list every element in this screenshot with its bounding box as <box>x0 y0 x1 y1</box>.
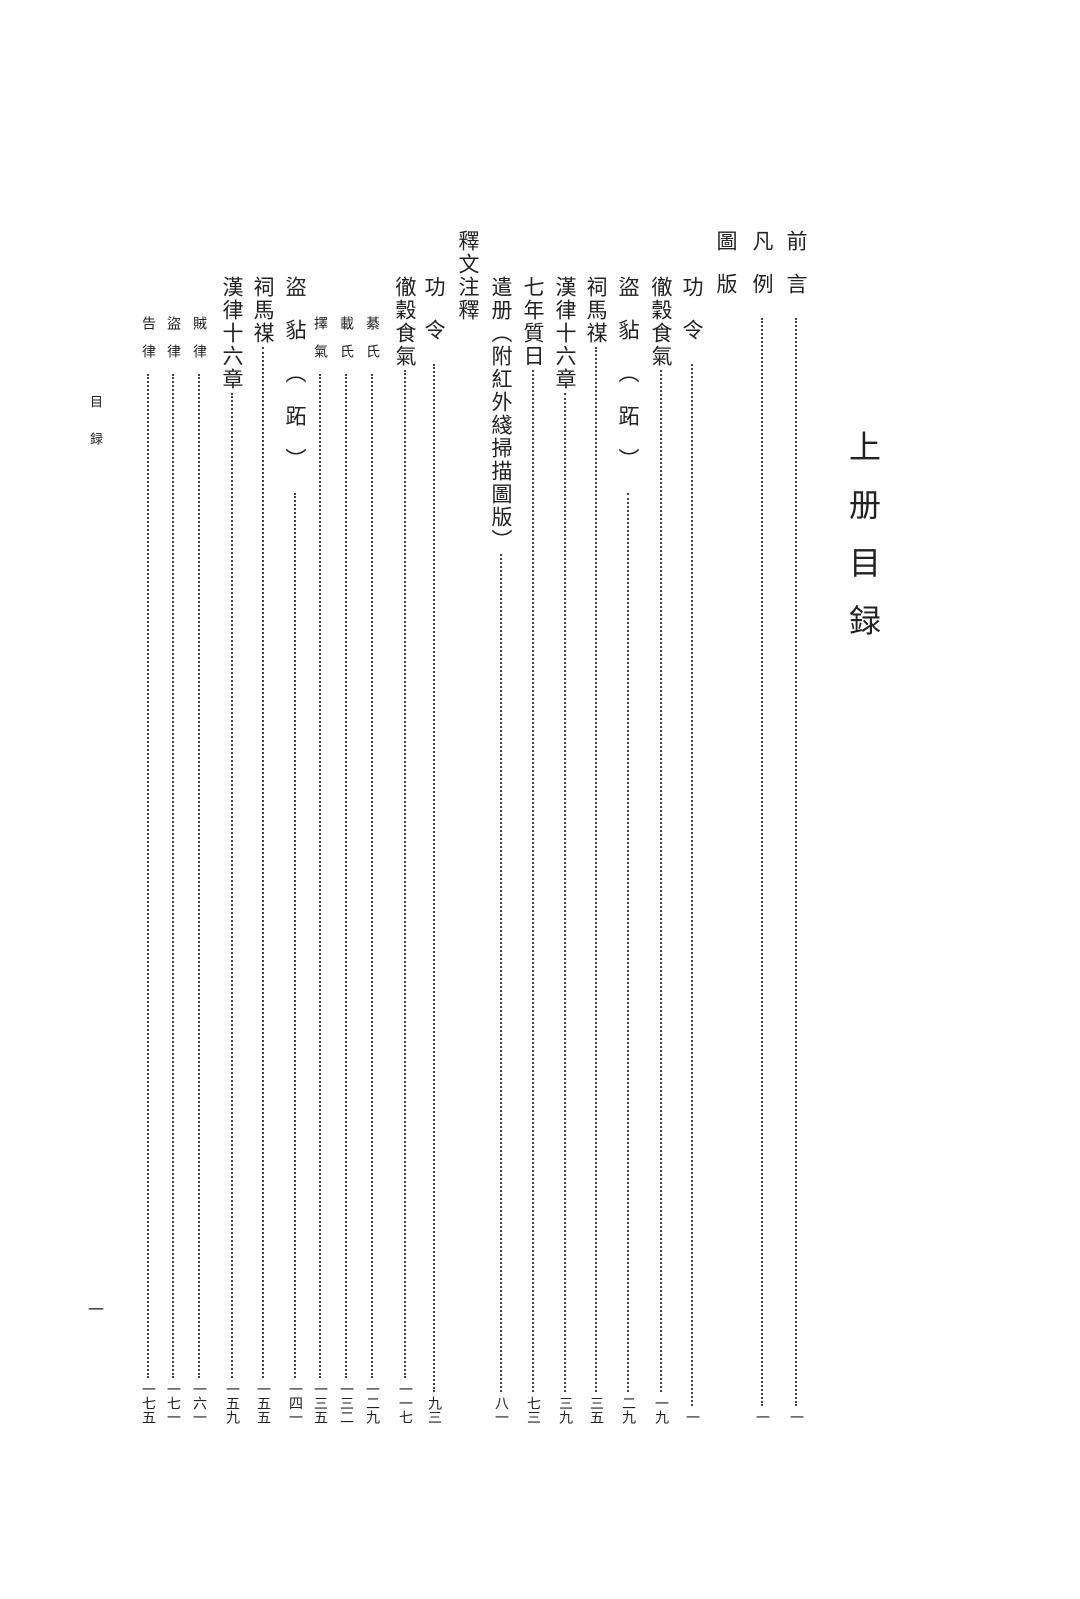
dot-leader <box>433 364 435 1392</box>
entry-title: 功令 <box>422 276 446 362</box>
dot-leader <box>345 374 347 1378</box>
dot-leader <box>627 493 629 1392</box>
entry-page: 一一七 <box>397 1382 413 1424</box>
dot-leader <box>404 370 406 1378</box>
dot-leader <box>147 374 149 1378</box>
toc-entry[interactable]: 前言一 <box>784 230 808 1424</box>
toc-entry[interactable]: 載氏 一三二 <box>338 316 354 1424</box>
dot-leader <box>294 493 296 1378</box>
entry-title: 釋文注釋 <box>456 230 480 322</box>
entry-page: 一四一 <box>287 1382 303 1424</box>
toc-entry[interactable]: 祠馬禖 一五五 <box>251 276 275 1424</box>
dot-leader <box>564 393 566 1392</box>
entry-page: 一五九 <box>224 1382 240 1424</box>
toc-entry[interactable]: 盜𧲸（跖） 二九 <box>616 276 640 1424</box>
toc-entry[interactable]: 綦氏 一二九 <box>364 316 380 1424</box>
toc-entry[interactable]: 徹穀食氣 一九 <box>649 276 673 1424</box>
dot-leader <box>172 374 174 1378</box>
dot-leader <box>319 374 321 1378</box>
dot-leader <box>198 374 200 1378</box>
page-title: 上册目録 <box>844 430 882 662</box>
entry-page: 九三 <box>426 1396 442 1424</box>
dot-leader <box>660 370 662 1392</box>
toc-entry[interactable]: 七年質日 七三 <box>521 276 545 1424</box>
entry-page: 一九 <box>653 1396 669 1424</box>
running-header: 目録 <box>87 395 102 469</box>
entry-page: 七三 <box>525 1396 541 1424</box>
toc-entry[interactable]: 圖版 <box>714 230 738 316</box>
entry-title: 漢律十六章 <box>553 276 577 391</box>
toc-entry[interactable]: 凡例一 <box>750 230 774 1424</box>
entry-page: 一二九 <box>364 1382 380 1424</box>
toc-entry[interactable]: 盜𧲸（跖） 一四一 <box>283 276 307 1424</box>
entry-title: 徹穀食氣 <box>649 276 673 368</box>
dot-leader <box>795 318 797 1406</box>
entry-title: 賊律 <box>191 316 207 372</box>
entry-page: 一七一 <box>165 1382 181 1424</box>
entry-title: 漢律十六章 <box>220 276 244 391</box>
dot-leader <box>262 347 264 1378</box>
entry-title: 遣册（附紅外綫掃描圖版） <box>489 276 513 552</box>
dot-leader <box>231 393 233 1378</box>
entry-title: 盜𧲸（跖） <box>616 276 640 491</box>
entry-title: 圖版 <box>714 230 738 316</box>
dot-leader <box>761 318 763 1406</box>
entry-title: 盜𧲸（跖） <box>283 276 307 491</box>
page-number: 一 <box>88 1300 105 1319</box>
entry-page: 三五 <box>588 1396 604 1424</box>
toc-entry[interactable]: 漢律十六章 三九 <box>553 276 577 1424</box>
entry-title: 祠馬禖 <box>251 276 275 345</box>
toc-entry[interactable]: 告律 一七五 <box>140 316 156 1424</box>
entry-page: 一三五 <box>312 1382 328 1424</box>
entry-title: 祠馬禖 <box>584 276 608 345</box>
entry-page: 一 <box>788 1410 804 1424</box>
toc-entry[interactable]: 功令 九三 <box>422 276 446 1424</box>
entry-page: 一 <box>684 1410 700 1424</box>
dot-leader <box>595 347 597 1392</box>
toc-entry[interactable]: 釋文注釋 <box>456 230 480 322</box>
toc-entry[interactable]: 漢律十六章 一五九 <box>220 276 244 1424</box>
entry-title: 凡例 <box>750 230 774 316</box>
entry-page: 一七五 <box>140 1382 156 1424</box>
entry-title: 前言 <box>784 230 808 316</box>
entry-page: 一五五 <box>255 1382 271 1424</box>
entry-title: 功令 <box>680 276 704 362</box>
entry-title: 盜律 <box>165 316 181 372</box>
toc-entry[interactable]: 盜律 一七一 <box>165 316 181 1424</box>
toc-entry[interactable]: 徹穀食氣 一一七 <box>393 276 417 1424</box>
toc-entry[interactable]: 功令一 <box>680 276 704 1424</box>
entry-title: 七年質日 <box>521 276 545 368</box>
entry-page: 一三二 <box>338 1382 354 1424</box>
entry-title: 擇氣 <box>312 316 328 372</box>
dot-leader <box>371 374 373 1378</box>
entry-title: 告律 <box>140 316 156 372</box>
entry-title: 載氏 <box>338 316 354 372</box>
toc-entry[interactable]: 賊律 一六一 <box>191 316 207 1424</box>
entry-title: 綦氏 <box>364 316 380 372</box>
dot-leader <box>500 554 502 1392</box>
toc-entry[interactable]: 祠馬禖 三五 <box>584 276 608 1424</box>
toc-entry[interactable]: 擇氣 一三五 <box>312 316 328 1424</box>
entry-page: 二九 <box>620 1396 636 1424</box>
entry-page: 八一 <box>493 1396 509 1424</box>
toc-entry[interactable]: 遣册（附紅外綫掃描圖版） 八一 <box>489 276 513 1424</box>
dot-leader <box>532 370 534 1392</box>
entry-page: 三九 <box>557 1396 573 1424</box>
dot-leader <box>691 364 693 1406</box>
entry-page: 一 <box>754 1410 770 1424</box>
entry-title: 徹穀食氣 <box>393 276 417 368</box>
entry-page: 一六一 <box>191 1382 207 1424</box>
